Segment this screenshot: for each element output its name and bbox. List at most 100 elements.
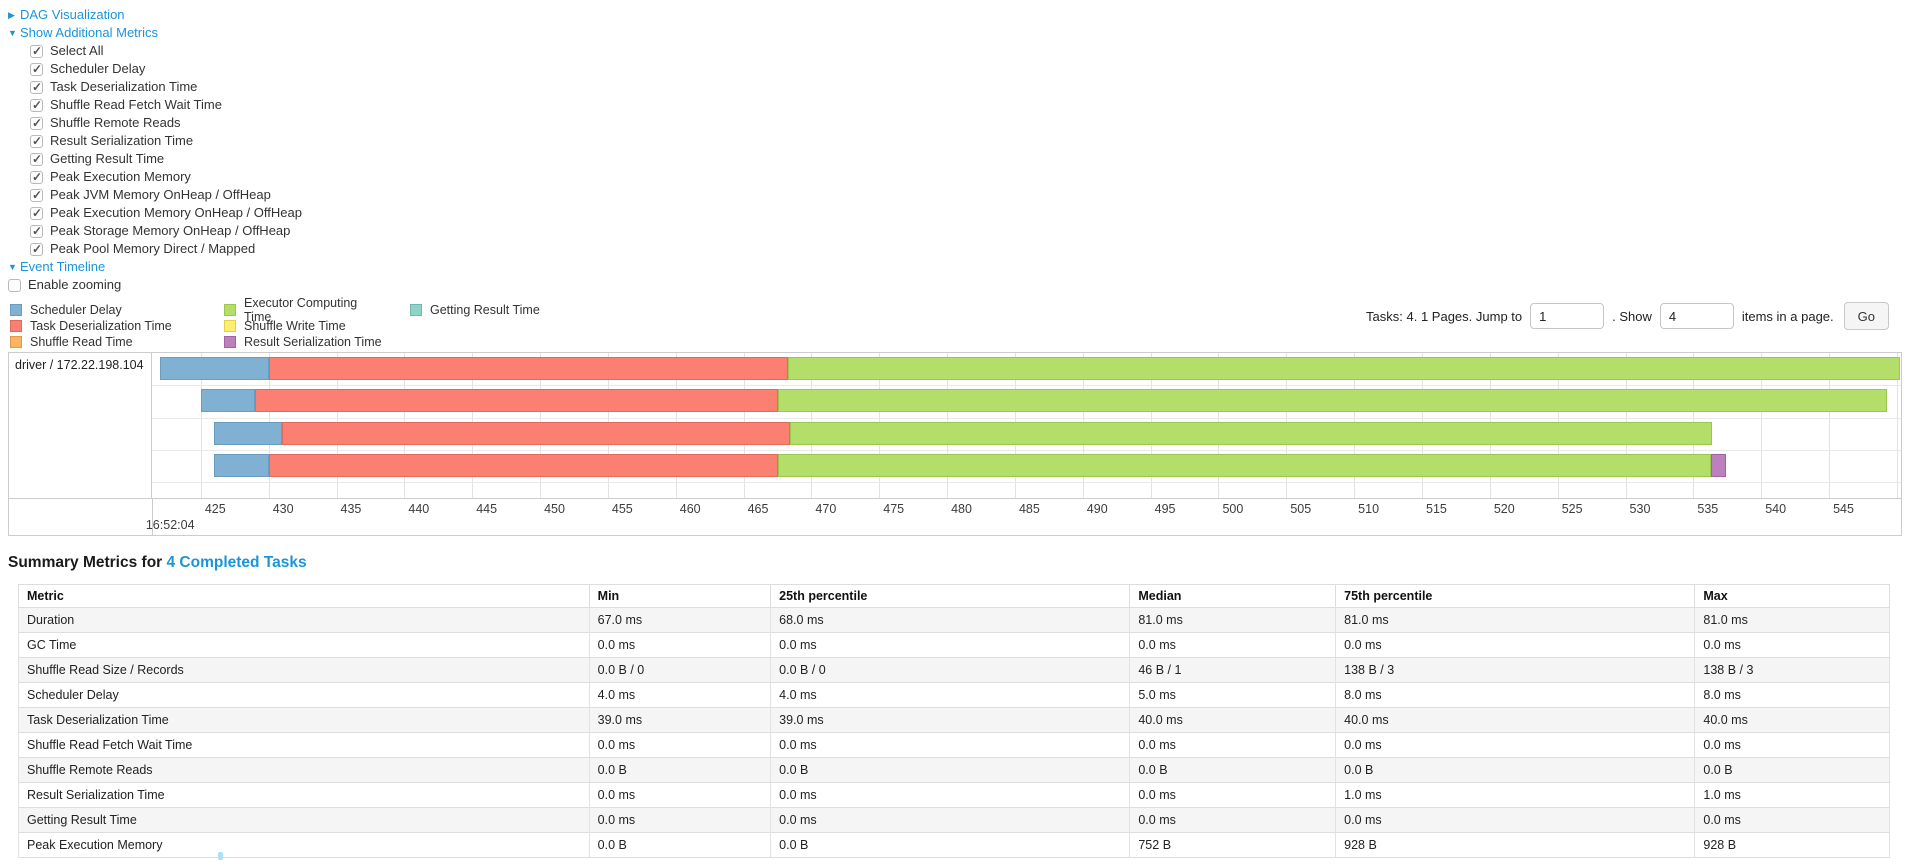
table-cell: 0.0 B / 0 [588, 657, 772, 683]
enable-zooming-label: Enable zooming [28, 277, 122, 292]
event-timeline-toggle[interactable]: ▼ Event Timeline [8, 258, 1891, 276]
table-cell: 40.0 ms [1129, 707, 1337, 733]
jump-to-page-input[interactable] [1530, 303, 1605, 329]
timeline-gridline [1761, 353, 1763, 498]
pagination-tasks-text: Tasks: 4. 1 Pages. Jump to [1366, 308, 1523, 324]
task-bar-segment-executor-computing[interactable] [789, 421, 1713, 445]
metric-checkbox[interactable] [30, 44, 43, 58]
table-cell: 0.0 ms [1129, 782, 1337, 808]
metric-checkbox[interactable] [30, 152, 43, 166]
metric-checkbox[interactable] [30, 116, 43, 130]
metric-label: Peak Pool Memory Direct / Mapped [50, 241, 256, 256]
table-row: Task Deserialization Time 39.0 ms 39.0 ms 4… [18, 707, 1890, 733]
legend-label: Getting Result Time [430, 303, 540, 317]
axis-tick-label: 450 [544, 502, 565, 516]
metric-checkbox[interactable] [30, 188, 43, 202]
legend-item: Shuffle Write Time [224, 318, 382, 334]
table-cell: 0.0 ms [770, 782, 1131, 808]
task-bar-segment-task-deserialization[interactable] [268, 357, 789, 380]
metric-option: Select All [30, 42, 1891, 60]
metric-option: Task Deserialization Time [30, 78, 1891, 96]
dag-visualization-label: DAG Visualization [20, 7, 125, 22]
table-cell: 8.0 ms [1335, 682, 1696, 708]
legend-label: Task Deserialization Time [30, 319, 172, 333]
table-cell: Peak Execution Memory [18, 832, 590, 858]
task-bar-segment-executor-computing[interactable] [788, 357, 1900, 380]
enable-zooming-checkbox[interactable] [8, 278, 21, 292]
table-cell: 0.0 B [770, 832, 1131, 858]
completed-tasks-count: 4 Completed Tasks [166, 554, 307, 571]
legend-label: Scheduler Delay [30, 303, 122, 317]
task-bar-segment-scheduler-delay[interactable] [214, 421, 283, 445]
metric-label: Task Deserialization Time [50, 79, 198, 94]
show-additional-metrics-toggle[interactable]: ▼ Show Additional Metrics [8, 24, 1891, 42]
timeline-plot-area [152, 353, 1901, 498]
axis-tick-label: 445 [476, 502, 498, 516]
dag-visualization-toggle[interactable]: ▶ DAG Visualization [8, 6, 1891, 24]
executor-label: driver / 172.22.198.104 [15, 358, 144, 372]
timeline-lane-separator [152, 449, 1901, 451]
axis-tick-label: 455 [611, 502, 633, 516]
timeline-lane-separator [152, 482, 1901, 483]
timeline-executor-column: driver / 172.22.198.104 [9, 353, 152, 498]
legend-item: Getting Result Time [410, 302, 540, 318]
metric-option: Peak Execution Memory OnHeap / OffHeap [30, 204, 1891, 222]
task-bar-segment-task-deserialization[interactable] [282, 421, 790, 445]
metric-option: Peak JVM Memory OnHeap / OffHeap [30, 186, 1891, 204]
pagination-suffix-text: items in a page. [1741, 308, 1834, 324]
table-header-cell: Min [588, 584, 772, 608]
table-cell: 0.0 ms [588, 807, 772, 833]
table-header-cell: Max [1694, 584, 1890, 608]
task-bar-segment-task-deserialization[interactable] [268, 453, 778, 477]
table-cell: 1.0 ms [1335, 782, 1696, 808]
metric-checkbox[interactable] [30, 134, 43, 148]
timeline-gridline [1829, 353, 1831, 498]
table-cell: Shuffle Read Fetch Wait Time [18, 732, 590, 758]
axis-tick-label: 530 [1629, 502, 1651, 516]
task-bar-segment-task-deserialization[interactable] [255, 389, 778, 413]
task-bar-segment-executor-computing[interactable] [777, 389, 1888, 413]
table-cell: 0.0 B [1694, 757, 1890, 783]
event-timeline-chart: driver / 172.22.198.104 425 430 435 440 445 4… [8, 352, 1902, 536]
legend-item: Task Deserialization Time [10, 318, 196, 334]
axis-tick-label: 520 [1493, 502, 1515, 516]
table-cell: 752 B [1129, 832, 1337, 858]
table-cell: 0.0 ms [1129, 632, 1337, 658]
table-cell: 0.0 ms [1335, 632, 1696, 658]
task-bar-segment-executor-computing[interactable] [777, 453, 1712, 477]
table-header-cell: Metric [18, 584, 590, 608]
metric-option: Getting Result Time [30, 150, 1891, 168]
metric-checkbox[interactable] [30, 80, 43, 94]
metric-option: Shuffle Remote Reads [30, 114, 1891, 132]
table-cell: 40.0 ms [1335, 707, 1696, 733]
metric-checkbox[interactable] [30, 170, 43, 184]
axis-tick-label: 505 [1290, 502, 1312, 516]
metric-checkbox[interactable] [30, 98, 43, 112]
metric-checkbox[interactable] [30, 206, 43, 220]
metric-checkbox[interactable] [30, 242, 43, 256]
scheduler-delay-swatch-icon [10, 304, 22, 316]
axis-tick-label: 490 [1086, 502, 1108, 516]
metric-checkbox[interactable] [30, 224, 43, 238]
go-button[interactable]: Go [1843, 302, 1889, 330]
getting-result-swatch-icon [410, 304, 422, 316]
axis-column-divider [152, 499, 153, 535]
task-bar-segment-scheduler-delay[interactable] [160, 357, 269, 380]
items-per-page-input[interactable] [1659, 303, 1734, 329]
task-bar-segment-result-serialization[interactable] [1711, 453, 1726, 477]
table-cell: 0.0 ms [1129, 807, 1337, 833]
table-row: Scheduler Delay 4.0 ms 4.0 ms 5.0 ms 8.0 ms 8… [18, 682, 1890, 708]
axis-tick-label: 425 [204, 502, 226, 516]
metric-option: Shuffle Read Fetch Wait Time [30, 96, 1891, 114]
next-section-cutoff [218, 852, 223, 860]
legend-label: Shuffle Write Time [244, 319, 346, 333]
table-cell: 0.0 ms [1694, 632, 1890, 658]
additional-metrics-list: Select All Scheduler Delay Task Deserializ… [8, 42, 1891, 258]
metric-label: Peak Execution Memory [50, 169, 191, 184]
metric-label: Peak Storage Memory OnHeap / OffHeap [50, 223, 291, 238]
table-cell: 0.0 ms [1335, 807, 1696, 833]
metric-checkbox[interactable] [30, 62, 43, 76]
task-bar-segment-scheduler-delay[interactable] [200, 389, 256, 413]
table-cell: 0.0 ms [588, 782, 772, 808]
task-bar-segment-scheduler-delay[interactable] [214, 453, 269, 477]
